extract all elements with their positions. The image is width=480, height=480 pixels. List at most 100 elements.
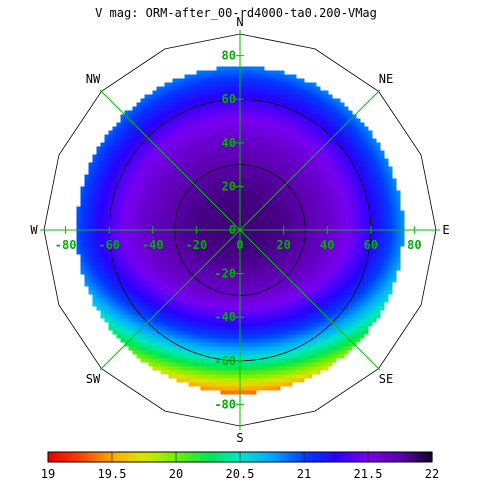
colorbar-segment xyxy=(392,452,397,462)
colorbar-segment xyxy=(344,452,349,462)
compass-label-sw: SW xyxy=(86,372,101,386)
colorbar-segment xyxy=(156,452,161,462)
x-tick-label: 80 xyxy=(407,238,421,252)
compass-label-se: SE xyxy=(379,372,393,386)
colorbar-segment xyxy=(132,452,137,462)
colorbar-segment xyxy=(148,452,153,462)
colorbar-segment xyxy=(268,452,273,462)
colorbar-segment xyxy=(124,452,129,462)
colorbar-segment xyxy=(56,452,61,462)
x-tick-label: -60 xyxy=(98,238,120,252)
colorbar-segment xyxy=(208,452,213,462)
colorbar-segment xyxy=(412,452,417,462)
colorbar-segment xyxy=(428,452,433,462)
colorbar-segment xyxy=(408,452,413,462)
colorbar-segment xyxy=(168,452,173,462)
colorbar-segment xyxy=(128,452,133,462)
x-tick-label: -40 xyxy=(142,238,164,252)
colorbar-segment xyxy=(224,452,229,462)
colorbar-segment xyxy=(88,452,93,462)
colorbar-segment xyxy=(244,452,249,462)
colorbar-segment xyxy=(360,452,365,462)
colorbar-segment xyxy=(260,452,265,462)
colorbar-segment xyxy=(364,452,369,462)
y-tick-label: -60 xyxy=(214,354,236,368)
colorbar-tick-label: 21.5 xyxy=(354,467,383,480)
colorbar-segment xyxy=(48,452,53,462)
y-tick-label: 80 xyxy=(222,49,236,63)
x-tick-label: -20 xyxy=(186,238,208,252)
colorbar-segment xyxy=(256,452,261,462)
compass-label-ne: NE xyxy=(379,72,393,86)
colorbar-segment xyxy=(240,452,245,462)
colorbar-segment xyxy=(316,452,321,462)
colorbar-segment xyxy=(228,452,233,462)
colorbar-segment xyxy=(136,452,141,462)
colorbar-tick-label: 20.5 xyxy=(226,467,255,480)
colorbar-segment xyxy=(368,452,373,462)
colorbar-segment xyxy=(52,452,57,462)
colorbar-segment xyxy=(252,452,257,462)
colorbar-segment xyxy=(384,452,389,462)
compass-label-w: W xyxy=(30,223,38,237)
colorbar-segment xyxy=(64,452,69,462)
colorbar-segment xyxy=(340,452,345,462)
x-tick-label: 0 xyxy=(236,238,243,252)
colorbar-segment xyxy=(308,452,313,462)
colorbar-segment xyxy=(280,452,285,462)
colorbar-segment xyxy=(288,452,293,462)
colorbar-segment xyxy=(84,452,89,462)
colorbar-segment xyxy=(76,452,81,462)
colorbar-segment xyxy=(212,452,217,462)
colorbar-segment xyxy=(424,452,429,462)
colorbar-segment xyxy=(108,452,113,462)
colorbar-segment xyxy=(312,452,317,462)
colorbar-segment xyxy=(72,452,77,462)
colorbar-segment xyxy=(120,452,125,462)
colorbar-tick-label: 20 xyxy=(169,467,183,480)
colorbar-segment xyxy=(396,452,401,462)
colorbar-segment xyxy=(284,452,289,462)
colorbar-segment xyxy=(192,452,197,462)
colorbar-segment xyxy=(180,452,185,462)
y-tick-label: 20 xyxy=(222,179,236,193)
colorbar-tick-label: 19 xyxy=(41,467,55,480)
colorbar-segment xyxy=(328,452,333,462)
compass-label-s: S xyxy=(236,431,243,445)
colorbar-segment xyxy=(400,452,405,462)
colorbar-segment xyxy=(236,452,241,462)
y-tick-label: 60 xyxy=(222,92,236,106)
colorbar-segment xyxy=(172,452,177,462)
colorbar-segment xyxy=(248,452,253,462)
colorbar-segment xyxy=(216,452,221,462)
colorbar-segment xyxy=(420,452,425,462)
colorbar-segment xyxy=(376,452,381,462)
y-tick-label: -80 xyxy=(214,397,236,411)
compass-label-n: N xyxy=(236,15,243,29)
colorbar-segment xyxy=(140,452,145,462)
colorbar-segment xyxy=(300,452,305,462)
colorbar-segment xyxy=(144,452,149,462)
chart-title: V mag: ORM-after_00-rd4000-ta0.200-VMag xyxy=(95,6,377,20)
colorbar-segment xyxy=(160,452,165,462)
colorbar-segment xyxy=(352,452,357,462)
colorbar-segment xyxy=(80,452,85,462)
colorbar-segment xyxy=(332,452,337,462)
x-tick-label: 60 xyxy=(364,238,378,252)
colorbar-segment xyxy=(276,452,281,462)
y-tick-label: 40 xyxy=(222,136,236,150)
colorbar-segment xyxy=(152,452,157,462)
colorbar-segment xyxy=(188,452,193,462)
colorbar-tick-label: 19.5 xyxy=(98,467,127,480)
brightness-heatmap xyxy=(76,66,405,395)
colorbar-segment xyxy=(184,452,189,462)
colorbar-segment xyxy=(416,452,421,462)
compass-label-e: E xyxy=(442,223,449,237)
colorbar-tick-label: 21 xyxy=(297,467,311,480)
colorbar-segment xyxy=(348,452,353,462)
colorbar-segment xyxy=(164,452,169,462)
colorbar-segment xyxy=(272,452,277,462)
colorbar-segment xyxy=(324,452,329,462)
